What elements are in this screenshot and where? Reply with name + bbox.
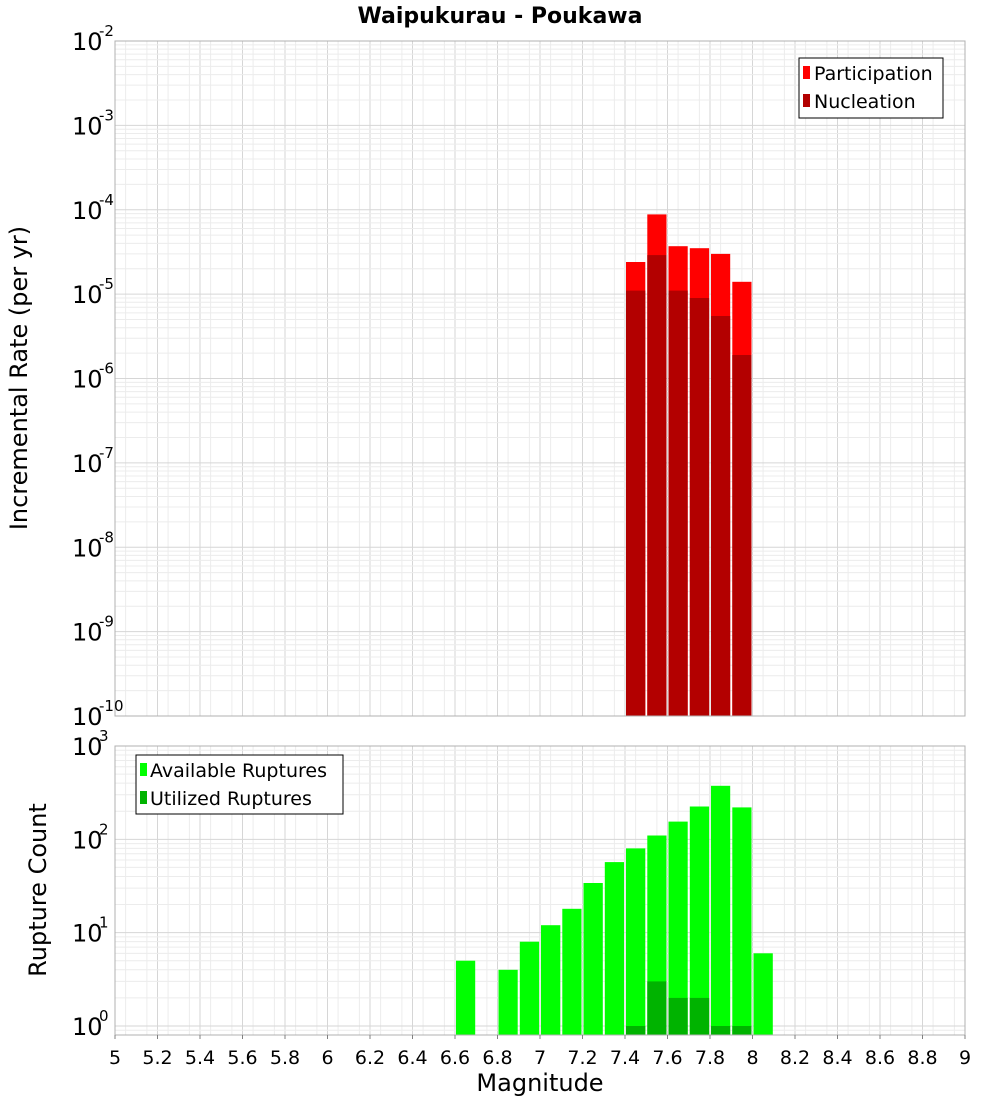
top-legend-box: [798, 57, 944, 119]
top-y-tick-exponent: -6: [99, 360, 114, 378]
top-y-tick-label: 10: [72, 366, 103, 394]
bar-nucleation: [711, 316, 731, 716]
bar-available-ruptures: [732, 807, 752, 1035]
bar-available-ruptures: [541, 925, 561, 1035]
x-axis-label: Magnitude: [476, 1069, 603, 1097]
bottom-y-axis-label: Rupture Count: [24, 803, 52, 977]
bar-nucleation: [689, 298, 710, 716]
x-tick-label: 7: [534, 1047, 546, 1069]
bar-available-ruptures: [456, 960, 476, 1035]
x-tick-label: 8.4: [822, 1047, 852, 1069]
top-y-tick-exponent: -3: [99, 106, 114, 124]
top-y-tick-exponent: -10: [99, 697, 124, 715]
bottom-bars: [456, 785, 773, 1035]
chart-title: Waipukurau - Poukawa: [358, 4, 643, 29]
x-tick-label: 6.8: [482, 1047, 512, 1069]
x-ticks: 5 5.2 5.4 5.6 5.8 6 6.2 6.4 6.6 6.8 7 7.2 7.4 7.6 7.8 8…: [109, 1035, 971, 1069]
legend-label-utilized: Utilized Ruptures: [150, 788, 312, 810]
legend-swatch-utilized: [140, 791, 147, 804]
x-tick-label: 5: [109, 1047, 121, 1069]
top-gridlines: [114, 41, 966, 717]
bottom-y-tick-exponent: 3: [99, 727, 109, 745]
bar-available-ruptures: [711, 785, 731, 1035]
bar-nucleation: [668, 290, 688, 716]
x-tick-label: 7.2: [567, 1047, 597, 1069]
bar-utilized-ruptures: [732, 1026, 752, 1035]
bar-available-ruptures: [519, 941, 540, 1035]
bar-utilized-ruptures: [626, 1026, 646, 1035]
x-tick-label: 5.8: [270, 1047, 300, 1069]
top-y-tick-label: 10: [72, 534, 103, 562]
x-tick-label: 7.6: [652, 1047, 682, 1069]
top-y-tick-label: 10: [72, 281, 103, 309]
top-y-tick-label: 10: [72, 703, 103, 731]
bar-utilized-ruptures: [647, 981, 667, 1035]
bar-nucleation: [732, 355, 752, 716]
bar-utilized-ruptures: [668, 997, 688, 1035]
x-tick-label: 8.6: [865, 1047, 895, 1069]
top-y-tick-exponent: -4: [99, 191, 114, 209]
bar-nucleation: [626, 290, 646, 716]
top-plot-frame: [114, 40, 966, 717]
bar-utilized-ruptures: [689, 997, 710, 1035]
top-y-tick-label: 10: [72, 197, 103, 225]
top-y-tick-exponent: -2: [99, 22, 114, 40]
bar-available-ruptures: [604, 862, 624, 1035]
top-y-tick-label: 10: [72, 112, 103, 140]
top-y-tick-label: 10: [72, 450, 103, 478]
x-tick-label: 5.6: [227, 1047, 257, 1069]
x-tick-label: 6.4: [397, 1047, 427, 1069]
top-y-axis-label: Incremental Rate (per yr): [5, 226, 33, 530]
top-y-tick-label: 10: [72, 619, 103, 647]
bar-available-ruptures: [668, 821, 688, 1035]
bar-available-ruptures: [583, 883, 603, 1035]
bottom-y-tick-label: 10: [72, 920, 103, 948]
x-tick-label: 8.8: [907, 1047, 937, 1069]
x-tick-label: 8: [746, 1047, 758, 1069]
bottom-legend-box: [135, 754, 344, 815]
bottom-y-tick-exponent: 0: [99, 1007, 109, 1025]
top-y-tick-label: 10: [72, 28, 103, 56]
legend-swatch-nucleation: [803, 94, 810, 107]
legend-label-participation: Participation: [814, 63, 933, 85]
bottom-y-tick-exponent: 2: [99, 820, 109, 838]
top-y-tick-exponent: -7: [99, 444, 114, 462]
bottom-y-tick-label: 10: [72, 826, 103, 854]
x-tick-label: 5.2: [142, 1047, 172, 1069]
top-y-tick-exponent: -8: [99, 528, 114, 546]
top-legend: Participation Nucleation: [798, 57, 944, 119]
top-y-tick-exponent: -9: [99, 613, 114, 631]
legend-label-nucleation: Nucleation: [814, 91, 916, 113]
x-tick-label: 6.2: [355, 1047, 385, 1069]
bottom-legend: Available Ruptures Utilized Ruptures: [135, 754, 344, 815]
top-y-tick-exponent: -5: [99, 275, 114, 293]
bar-available-ruptures: [562, 908, 582, 1035]
bar-available-ruptures: [753, 953, 773, 1035]
legend-label-available: Available Ruptures: [150, 760, 327, 782]
bottom-y-tick-label: 10: [72, 1013, 103, 1041]
x-tick-label: 7.8: [695, 1047, 725, 1069]
bar-nucleation: [647, 255, 667, 716]
bottom-y-tick-exponent: 1: [99, 914, 109, 932]
x-tick-label: 6: [321, 1047, 333, 1069]
x-tick-label: 8.2: [780, 1047, 810, 1069]
bar-available-ruptures: [498, 969, 518, 1035]
x-tick-label: 9: [959, 1047, 971, 1069]
x-tick-label: 7.4: [610, 1047, 640, 1069]
x-tick-label: 5.4: [185, 1047, 215, 1069]
bar-available-ruptures: [689, 806, 710, 1035]
bar-available-ruptures: [626, 848, 646, 1035]
legend-swatch-participation: [803, 66, 810, 79]
bar-utilized-ruptures: [711, 1026, 731, 1035]
top-bars: [626, 214, 752, 716]
x-tick-label: 6.6: [440, 1047, 470, 1069]
bottom-y-tick-label: 10: [72, 733, 103, 761]
legend-swatch-available: [140, 763, 147, 776]
